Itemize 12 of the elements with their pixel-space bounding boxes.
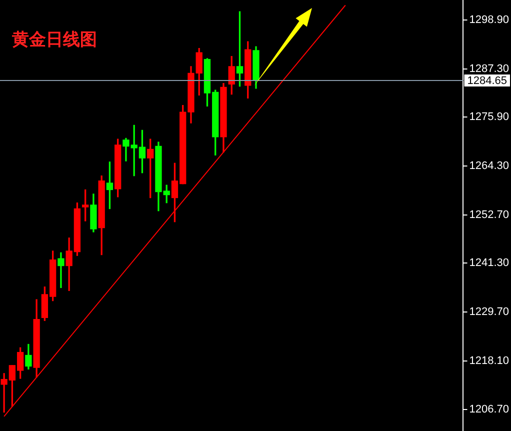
y-tick-label: 1264.30 bbox=[469, 160, 510, 172]
candlestick bbox=[58, 252, 64, 288]
y-tick-label: 1241.30 bbox=[469, 257, 510, 270]
y-tick-label: 1275.90 bbox=[469, 111, 510, 124]
y-tick-label: 1229.70 bbox=[469, 306, 510, 318]
y-tick-label: 1206.70 bbox=[469, 403, 510, 416]
y-tick-label: 1298.90 bbox=[469, 14, 510, 26]
y-tick-label: 1287.30 bbox=[469, 63, 510, 76]
ref-line-label: 1284.65 bbox=[467, 75, 508, 88]
y-tick-label: 1218.10 bbox=[469, 355, 510, 368]
text: 黄金日线图 bbox=[12, 29, 97, 51]
y-tick-label: 1252.70 bbox=[469, 209, 510, 222]
